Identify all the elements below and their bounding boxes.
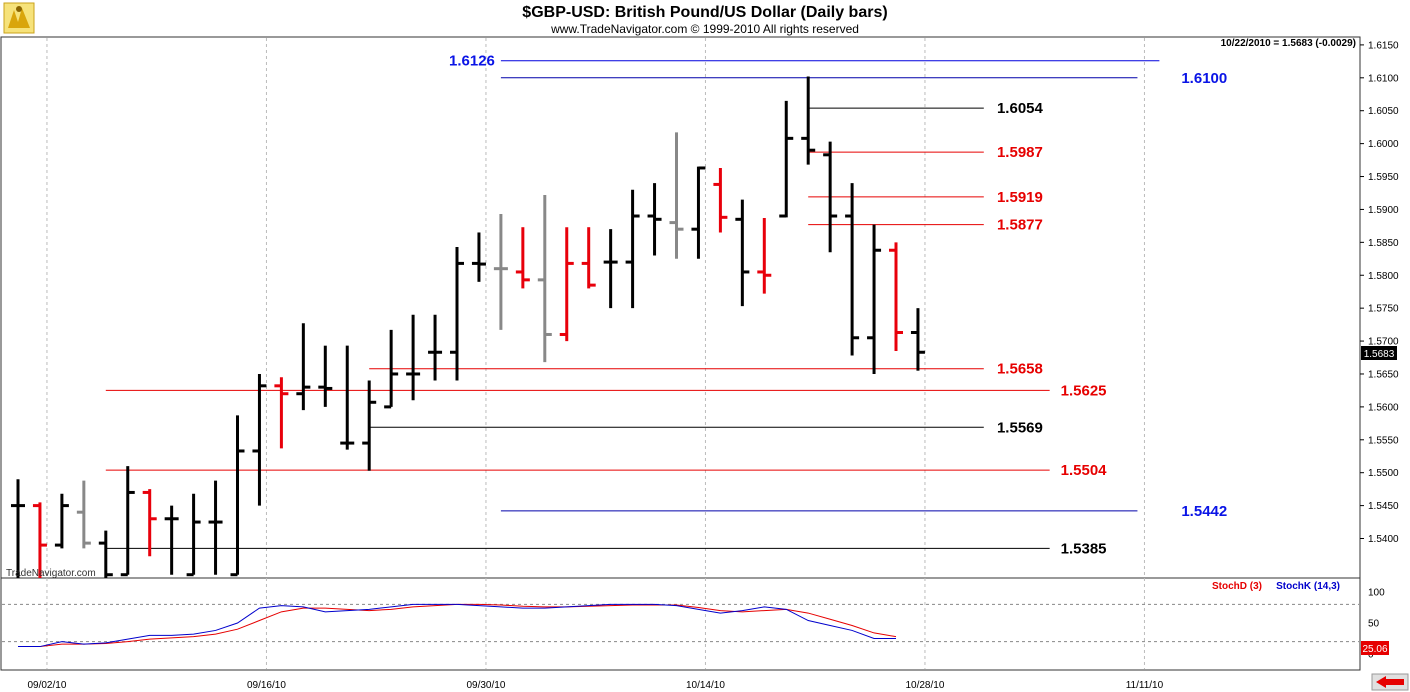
y-tick-label: 1.5650	[1368, 369, 1399, 380]
ohlc-bar	[274, 377, 289, 449]
price-panel	[0, 36, 1361, 579]
stoch-tick-label: 100	[1368, 588, 1385, 599]
ohlc-bar	[230, 415, 245, 577]
ohlc-bar	[11, 479, 25, 578]
level-label: 1.6054	[997, 100, 1044, 117]
ohlc-bar	[779, 100, 794, 218]
ohlc-bar	[559, 227, 574, 342]
ohlc-bar	[208, 480, 223, 575]
ohlc-bar	[296, 323, 311, 411]
ohlc-bar	[362, 380, 377, 471]
y-tick-label: 1.5500	[1368, 468, 1399, 479]
ohlc-bar	[910, 308, 925, 371]
x-tick-label: 11/11/10	[1126, 680, 1164, 691]
ohlc-bar	[713, 167, 728, 233]
chart-subtitle: www.TradeNavigator.com © 1999-2010 All r…	[550, 22, 859, 36]
y-tick-label: 1.6000	[1368, 139, 1399, 150]
stochk-line	[18, 603, 896, 648]
level-label: 1.5385	[1061, 540, 1107, 557]
y-tick-label: 1.5750	[1368, 304, 1399, 315]
svg-text:1.5683: 1.5683	[1364, 349, 1395, 360]
level-label: 1.5442	[1181, 503, 1227, 520]
ohlc-bar	[98, 530, 113, 578]
ohlc-bar	[823, 141, 838, 253]
level-label: 1.5919	[997, 189, 1043, 206]
y-tick-label: 1.5800	[1368, 271, 1399, 282]
y-tick-label: 1.5450	[1368, 501, 1399, 512]
ohlc-bar	[76, 480, 91, 549]
stoch-value-badge: 25.06	[1361, 641, 1389, 655]
y-tick-label: 1.5850	[1368, 238, 1399, 249]
y-tick-label: 1.5700	[1368, 337, 1399, 348]
scroll-left-arrow-icon[interactable]	[1371, 673, 1409, 691]
ohlc-bar	[757, 217, 772, 294]
y-tick-label: 1.6150	[1368, 40, 1399, 51]
y-tick-label: 1.5900	[1368, 205, 1399, 216]
y-tick-label: 1.5550	[1368, 435, 1399, 446]
ohlc-bar	[186, 493, 201, 577]
level-label: 1.5569	[997, 419, 1043, 436]
ohlc-bar	[428, 314, 443, 381]
ohlc-bar	[537, 194, 552, 363]
y-tick-label: 1.5600	[1368, 402, 1399, 413]
ohlc-bar	[406, 314, 421, 401]
level-label: 1.5658	[997, 361, 1043, 378]
ohlc-bar	[845, 183, 860, 356]
ohlc-bar	[581, 227, 596, 289]
trade-navigator-logo-icon[interactable]	[3, 2, 35, 34]
ohlc-bar	[450, 246, 464, 381]
ohlc-bar	[384, 329, 399, 409]
x-tick-label: 10/14/10	[686, 680, 725, 691]
ohlc-bar	[625, 189, 640, 309]
stochd-legend: StochD (3)	[1212, 581, 1262, 592]
ohlc-bar	[867, 224, 882, 374]
level-label: 1.6100	[1181, 70, 1227, 87]
chart-title: $GBP-USD: British Pound/US Dollar (Daily…	[522, 4, 887, 21]
x-tick-label: 09/16/10	[247, 680, 286, 691]
ohlc-bar	[318, 345, 333, 407]
x-tick-label: 09/30/10	[466, 680, 505, 691]
level-label: 1.6126	[449, 53, 495, 70]
y-tick-label: 1.6050	[1368, 106, 1399, 117]
ohlc-bar	[493, 214, 508, 330]
ohlc-bar	[471, 232, 486, 282]
price-axis: 1.6150 1.6100 1.6050 1.6000 1.5950 1.5900 1.58…	[1360, 40, 1399, 545]
ohlc-bar	[164, 505, 179, 575]
ohlc-bar	[889, 242, 903, 351]
stochastic-lines: 100500	[2, 588, 1385, 661]
y-tick-label: 1.5950	[1368, 172, 1399, 183]
level-label: 1.5877	[997, 217, 1043, 234]
watermark: TradeNavigator.com	[6, 568, 96, 579]
ohlc-bar	[32, 502, 47, 578]
ohlc-bar	[801, 76, 816, 165]
x-tick-label: 10/28/10	[905, 680, 944, 691]
y-tick-label: 1.6100	[1368, 73, 1399, 84]
stochk-legend: StochK (14,3)	[1276, 581, 1340, 592]
price-bars	[11, 76, 925, 578]
level-label: 1.5987	[997, 144, 1043, 161]
ohlc-bar	[603, 229, 618, 309]
ohlc-bar	[142, 489, 157, 557]
date-axis: 09/02/10 09/16/10 09/30/10 10/14/10 10/28/10…	[27, 680, 1163, 691]
level-label: 1.5625	[1061, 382, 1107, 399]
last-price-badge: 1.5683	[1361, 346, 1397, 360]
level-lines: 1.6126 1.6100 1.6054 1.5987 1.5919 1.5877 1.56…	[105, 53, 1227, 557]
stochastic-panel	[0, 577, 1361, 671]
last-info: 10/22/2010 = 1.5683 (-0.0029)	[1221, 38, 1356, 49]
ohlc-bar	[54, 493, 69, 549]
y-tick-label: 1.5400	[1368, 534, 1399, 545]
level-label: 1.5504	[1061, 462, 1108, 479]
ohlc-bar	[252, 373, 267, 506]
ohlc-bar	[120, 466, 135, 577]
ohlc-bar	[735, 199, 750, 307]
ohlc-bar	[691, 166, 706, 259]
ohlc-bar	[515, 227, 530, 289]
x-tick-label: 09/02/10	[27, 680, 66, 691]
stoch-tick-label: 50	[1368, 619, 1380, 630]
ohlc-bar	[647, 183, 662, 256]
ohlc-bar	[669, 132, 684, 259]
ohlc-bar	[340, 345, 355, 450]
svg-text:25.06: 25.06	[1362, 644, 1387, 655]
